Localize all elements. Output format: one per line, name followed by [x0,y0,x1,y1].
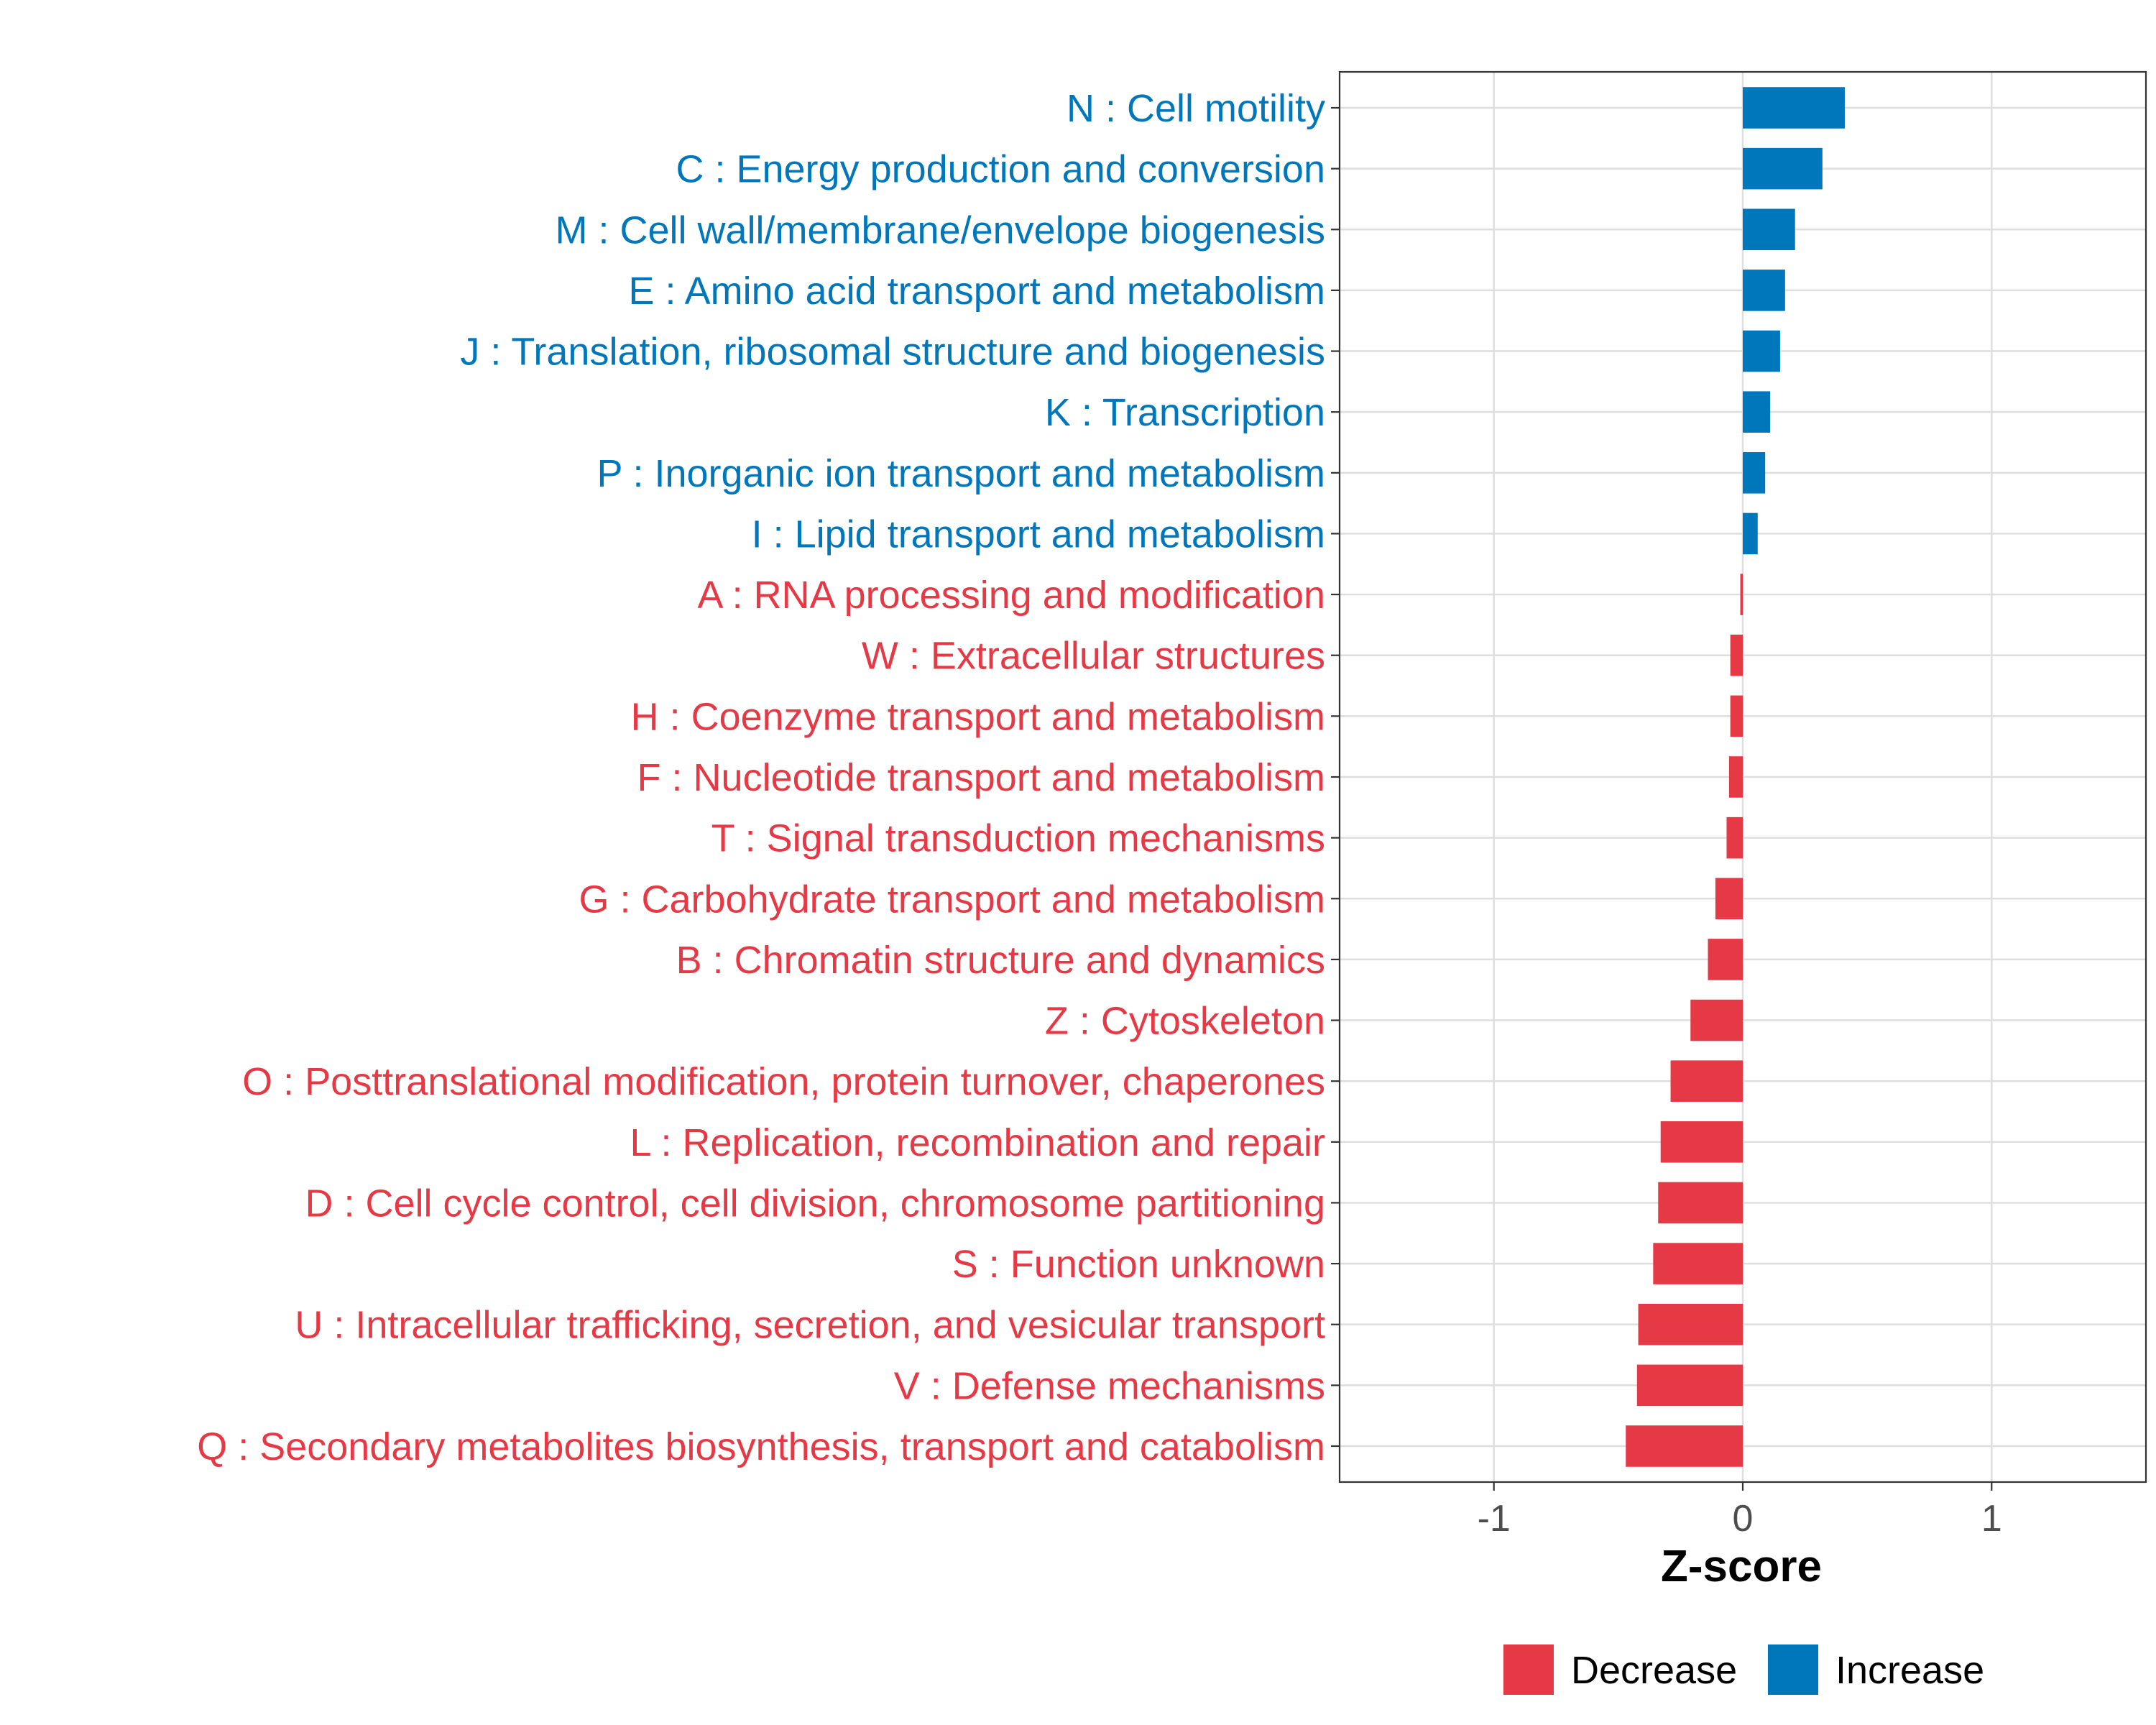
bar [1743,512,1758,555]
y-tick-label: A : RNA processing and modification [698,574,1325,617]
bar [1728,756,1743,798]
bar [1743,330,1780,372]
legend-label-increase: Increase [1835,1649,1984,1692]
bar [1726,816,1743,859]
bar [1740,574,1743,615]
bar [1743,391,1771,433]
y-tick-label: G : Carbohydrate transport and metabolis… [579,878,1326,921]
y-tick-label: W : Extracellular structures [862,635,1325,678]
y-tick-label: T : Signal transduction mechanisms [711,817,1325,860]
bar [1743,208,1795,251]
bar [1715,878,1743,920]
legend: Decrease Increase [1503,1644,1984,1695]
y-tick-label: Q : Secondary metabolites biosynthesis, … [197,1425,1325,1468]
y-tick-label: J : Translation, ribosomal structure and… [460,331,1325,374]
y-tick-label: I : Lipid transport and metabolism [752,512,1325,556]
x-tick-label: -1 [1478,1498,1511,1540]
bar-layer [1626,87,1845,1467]
y-tick-label: H : Coenzyme transport and metabolism [631,695,1325,738]
x-tick-label: 0 [1733,1498,1754,1540]
bar [1660,1121,1743,1163]
bar [1658,1182,1743,1224]
bar [1670,1060,1743,1102]
legend-label-decrease: Decrease [1571,1649,1737,1692]
x-tick-label: 1 [1981,1498,2002,1540]
bar [1730,695,1743,737]
y-tick-label: O : Posttranslational modification, prot… [242,1060,1325,1103]
y-tick-label: P : Inorganic ion transport and metaboli… [596,452,1325,495]
y-axis: N : Cell motility C : Energy production a… [197,87,1340,1468]
y-tick-label: V : Defense mechanisms [894,1364,1325,1407]
bar [1743,270,1785,311]
bar [1653,1243,1743,1284]
bar [1636,1364,1743,1407]
bar [1743,147,1823,190]
y-tick-label: C : Energy production and conversion [676,148,1325,191]
y-tick-label: E : Amino acid transport and metabolism [629,270,1325,313]
y-tick-label: F : Nucleotide transport and metabolism [637,756,1325,799]
bar [1730,634,1743,676]
bar [1638,1303,1743,1346]
y-tick-label: U : Intracellular trafficking, secretion… [295,1304,1325,1347]
y-tick-label: K : Transcription [1045,391,1325,434]
y-tick-label: S : Function unknown [952,1243,1325,1286]
y-tick-label: D : Cell cycle control, cell division, c… [305,1182,1325,1225]
bar [1743,452,1766,494]
y-tick-label: M : Cell wall/membrane/envelope biogenes… [555,208,1325,252]
bar [1708,939,1743,980]
bar [1626,1425,1743,1467]
y-tick-label: B : Chromatin structure and dynamics [676,939,1325,982]
x-axis: -1 0 1 [1478,1482,2002,1540]
y-tick-label: Z : Cytoskeleton [1045,1000,1325,1043]
bar [1690,999,1743,1041]
y-tick-label: L : Replication, recombination and repai… [630,1121,1325,1164]
bar [1743,87,1845,129]
legend-swatch-decrease [1503,1644,1554,1695]
legend-swatch-increase [1768,1644,1818,1695]
y-tick-label: N : Cell motility [1067,87,1325,130]
x-axis-title: Z-score [1661,1542,1822,1591]
